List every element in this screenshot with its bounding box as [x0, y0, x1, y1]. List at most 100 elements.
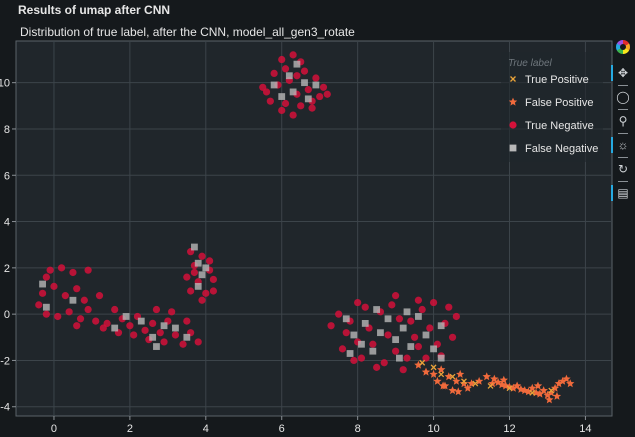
- point-false-negative: [198, 271, 206, 279]
- point-true-positive: [419, 359, 426, 366]
- point-false-negative: [437, 354, 445, 362]
- point-false-negative: [342, 315, 350, 323]
- legend-title: True label: [508, 58, 553, 69]
- x-tick-label: 2: [127, 423, 133, 435]
- point-false-negative: [160, 322, 168, 330]
- x-tick-label: 4: [203, 423, 209, 435]
- point-true-negative: [319, 83, 328, 91]
- point-true-positive: [449, 373, 456, 380]
- point-false-positive: [547, 388, 556, 397]
- point-true-negative: [266, 97, 274, 105]
- point-false-positive: [414, 360, 423, 369]
- point-true-negative: [414, 296, 422, 304]
- point-true-negative: [312, 74, 320, 82]
- point-false-positive: [539, 386, 548, 395]
- point-false-positive: [437, 365, 446, 374]
- point-true-negative: [297, 102, 305, 110]
- point-false-negative: [373, 306, 381, 313]
- point-true-negative: [289, 111, 297, 119]
- point-false-negative: [361, 320, 369, 327]
- x-tick-label: 6: [279, 423, 285, 435]
- point-true-negative: [46, 266, 54, 274]
- point-true-negative: [95, 292, 104, 300]
- hover-icon[interactable]: ▤: [611, 184, 633, 202]
- point-false-negative: [399, 324, 407, 332]
- point-true-negative: [350, 356, 358, 365]
- point-false-negative: [153, 343, 160, 350]
- point-true-positive: [487, 382, 494, 389]
- point-true-negative: [452, 312, 460, 321]
- point-false-negative: [183, 333, 191, 341]
- point-true-negative: [156, 329, 164, 337]
- point-false-negative: [430, 345, 437, 353]
- x-tick-label: 12: [503, 423, 515, 435]
- wheel-zoom-icon[interactable]: ⚲: [618, 114, 628, 128]
- legend-marker-true-negative: [509, 121, 517, 129]
- point-true-negative: [323, 90, 331, 98]
- legend-label-true-positive: True Positive: [525, 74, 589, 86]
- point-false-positive: [524, 387, 533, 396]
- point-true-negative: [194, 338, 202, 346]
- plot-toolbar: ✥ ◯ ⚲ ☼ ↻ ▤: [611, 38, 633, 218]
- point-false-negative: [437, 322, 445, 330]
- legend-marker-false-negative: [509, 144, 517, 152]
- point-true-negative: [278, 55, 286, 64]
- point-true-negative: [198, 252, 206, 260]
- point-true-negative: [278, 106, 286, 115]
- point-false-positive: [438, 381, 448, 390]
- point-true-negative: [57, 264, 66, 272]
- point-true-negative: [126, 322, 134, 330]
- point-false-negative: [304, 95, 312, 103]
- point-false-positive: [499, 375, 508, 384]
- point-true-negative: [338, 345, 347, 353]
- x-tick-label: 10: [427, 423, 439, 435]
- point-true-negative: [84, 266, 92, 274]
- point-true-negative: [179, 340, 187, 348]
- toolbar-separator: [618, 133, 628, 134]
- point-false-negative: [358, 340, 365, 348]
- point-true-negative: [99, 324, 107, 332]
- point-false-positive: [566, 379, 575, 388]
- point-false-negative: [312, 81, 320, 89]
- lasso-select-icon[interactable]: ◯: [616, 90, 630, 104]
- reset-icon[interactable]: ↻: [617, 162, 629, 176]
- point-false-positive: [554, 379, 563, 388]
- point-true-negative: [384, 331, 392, 339]
- tap-icon[interactable]: ☼: [611, 136, 633, 154]
- y-tick-label: 10: [0, 78, 10, 90]
- point-true-negative: [357, 354, 366, 362]
- point-true-negative: [206, 257, 214, 265]
- point-false-negative: [422, 331, 430, 339]
- point-true-negative: [168, 308, 176, 316]
- point-true-negative: [407, 317, 415, 325]
- point-false-negative: [194, 282, 202, 290]
- point-true-negative: [361, 303, 369, 311]
- point-false-negative: [270, 81, 278, 89]
- point-false-positive: [482, 372, 491, 381]
- point-true-negative: [73, 322, 81, 330]
- point-true-negative: [183, 273, 191, 281]
- point-true-negative: [342, 329, 350, 337]
- point-false-negative: [346, 350, 354, 357]
- point-true-negative: [141, 326, 149, 334]
- point-true-negative: [259, 83, 267, 91]
- point-true-negative: [130, 331, 138, 339]
- point-false-negative: [191, 243, 198, 251]
- point-false-positive: [454, 387, 463, 396]
- point-false-positive: [535, 389, 545, 398]
- point-true-negative: [380, 359, 388, 367]
- point-false-positive: [448, 386, 457, 395]
- point-false-negative: [42, 303, 50, 311]
- point-false-positive: [533, 381, 543, 390]
- y-tick-label: 6: [4, 170, 10, 182]
- point-true-negative: [445, 303, 453, 311]
- point-false-negative: [293, 60, 301, 68]
- y-tick-label: -2: [0, 355, 10, 367]
- point-false-negative: [122, 313, 130, 320]
- point-true-negative: [327, 322, 335, 330]
- pan-icon[interactable]: ✥: [611, 64, 633, 82]
- bokeh-logo-icon[interactable]: [613, 38, 633, 56]
- point-true-negative: [289, 51, 297, 59]
- point-false-negative: [396, 354, 403, 362]
